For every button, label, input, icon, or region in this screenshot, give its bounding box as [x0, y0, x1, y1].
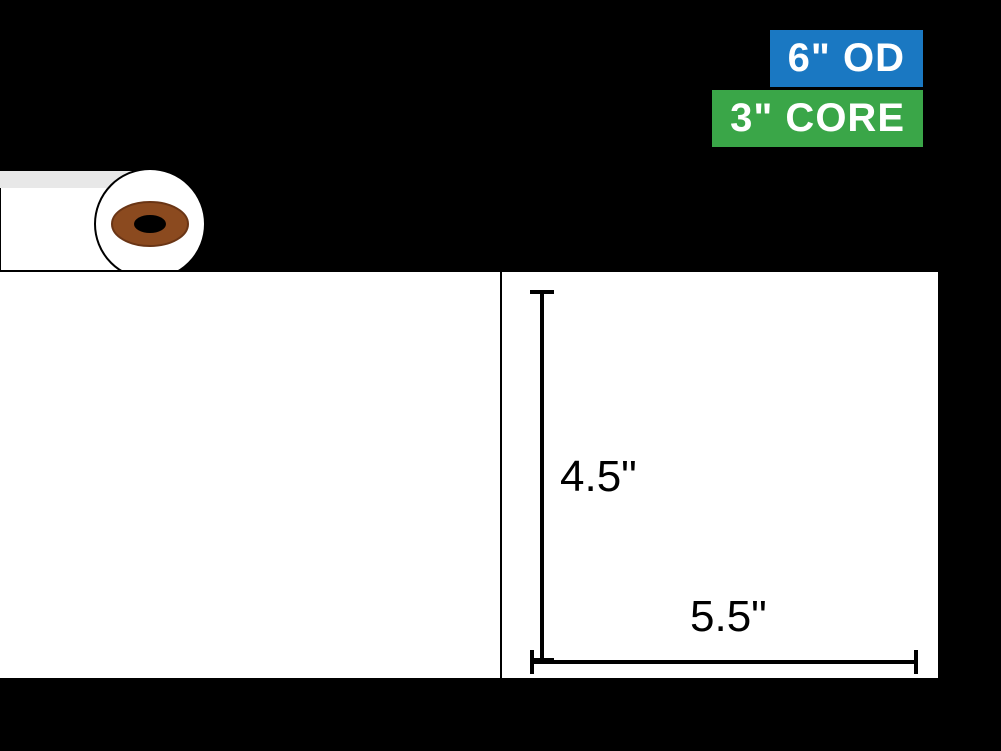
height-dimension-label: 4.5" [560, 452, 637, 502]
label-panel: 4.5" 5.5" [0, 270, 940, 680]
core-badge: 3" CORE [712, 90, 923, 147]
label-divider [500, 272, 502, 678]
width-dimension-label: 5.5" [690, 592, 767, 642]
od-badge: 6" OD [770, 30, 923, 87]
